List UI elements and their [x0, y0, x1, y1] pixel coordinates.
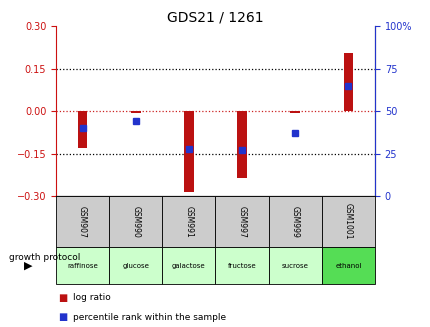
- Text: ▶: ▶: [24, 261, 32, 271]
- Bar: [237, 111, 246, 178]
- Text: galactose: galactose: [172, 263, 205, 269]
- Bar: [78, 111, 87, 148]
- Bar: [131, 111, 140, 112]
- Text: GSM997: GSM997: [237, 206, 246, 237]
- Text: ■: ■: [58, 312, 67, 322]
- Bar: [343, 53, 352, 111]
- Text: growth protocol: growth protocol: [9, 253, 80, 262]
- Text: GSM1001: GSM1001: [343, 203, 352, 240]
- Text: fructose: fructose: [227, 263, 256, 269]
- Text: log ratio: log ratio: [73, 293, 111, 302]
- Text: sucrose: sucrose: [281, 263, 308, 269]
- Text: GSM990: GSM990: [131, 206, 140, 237]
- Bar: [184, 111, 193, 192]
- Title: GDS21 / 1261: GDS21 / 1261: [167, 11, 263, 25]
- Text: ethanol: ethanol: [335, 263, 361, 269]
- Text: glucose: glucose: [122, 263, 149, 269]
- Text: percentile rank within the sample: percentile rank within the sample: [73, 313, 226, 322]
- Text: ■: ■: [58, 293, 67, 302]
- Text: raffinose: raffinose: [67, 263, 98, 269]
- Bar: [290, 111, 299, 112]
- Text: GSM999: GSM999: [290, 206, 299, 237]
- Text: GSM907: GSM907: [78, 206, 87, 237]
- Text: GSM991: GSM991: [184, 206, 193, 237]
